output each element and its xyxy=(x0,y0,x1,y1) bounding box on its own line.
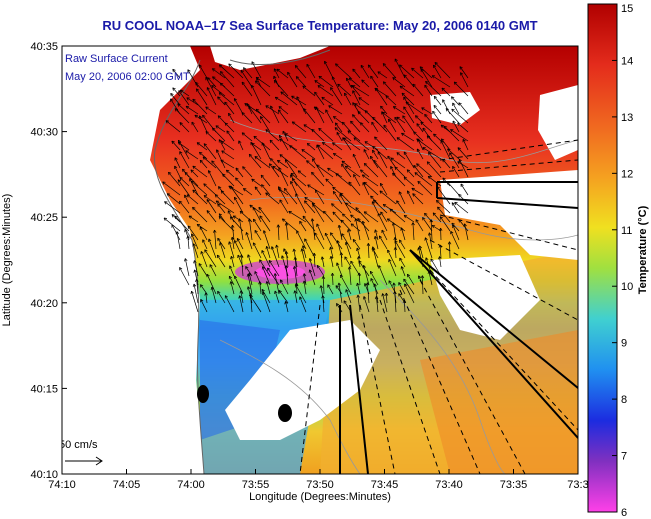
scale-arrowhead xyxy=(95,456,103,466)
overlay-line-2: May 20, 2006 02:00 GMT xyxy=(65,71,190,83)
y-tick-label: 40:20 xyxy=(30,298,58,310)
x-tick-label: 73:35 xyxy=(500,479,528,491)
colorbar-tick-label: 6 xyxy=(621,507,627,519)
bathymetry-contour xyxy=(249,196,578,241)
x-axis: 74:10 74:05 74:00 73:55 73:50 73:45 73:40 73:35… xyxy=(48,469,589,491)
long-island-shore xyxy=(210,46,330,70)
colorbar xyxy=(587,3,618,513)
sst-warm-band-south xyxy=(420,330,578,474)
cloud-patch xyxy=(225,320,380,440)
radar-site-marker xyxy=(197,385,209,403)
colorbar-ticks: 15 14 13 12 11 10 9 8 7 6 xyxy=(612,3,633,519)
y-axis-label: Latitude (Degrees:Minutes) xyxy=(1,194,13,327)
colorbar-tick-label: 10 xyxy=(621,281,633,293)
coastline xyxy=(153,59,205,474)
overlay-line-1: Raw Surface Current xyxy=(65,53,168,65)
plot-area: 50 cm/s Raw Surface Current May 20, 2006… xyxy=(59,46,578,474)
land-mass xyxy=(62,46,204,474)
y-tick-label: 40:35 xyxy=(30,41,58,53)
colorbar-tick-label: 7 xyxy=(621,451,627,463)
y-axis: 40:35 40:30 40:25 40:20 40:15 40:10 xyxy=(30,41,67,481)
colorbar-tick-label: 11 xyxy=(621,225,632,237)
cloud-patch xyxy=(430,255,540,340)
y-tick-label: 40:15 xyxy=(30,383,58,395)
radar-coverage-lines xyxy=(299,139,578,474)
cloud-patch xyxy=(440,170,578,230)
scale-label: 50 cm/s xyxy=(59,439,98,451)
colorbar-tick-label: 9 xyxy=(621,338,627,350)
radar-site-marker xyxy=(278,404,292,422)
current-vector-field xyxy=(162,58,469,313)
y-tick-label: 40:10 xyxy=(30,469,58,481)
colorbar-tick-label: 12 xyxy=(621,168,633,180)
map-title: RU COOL NOAA–17 Sea Surface Temperature:… xyxy=(102,18,538,33)
bathymetry-contour xyxy=(219,339,361,474)
x-axis-label: Longitude (Degrees:Minutes) xyxy=(249,491,391,503)
colorbar-label: Temperature (°C) xyxy=(637,205,649,294)
x-tick-label: 73:50 xyxy=(306,479,334,491)
x-tick-label: 73:45 xyxy=(371,479,399,491)
x-tick-label: 74:05 xyxy=(113,479,141,491)
x-tick-label: 73:3 xyxy=(567,479,588,491)
colorbar-tick-label: 14 xyxy=(621,55,633,67)
x-tick-label: 74:10 xyxy=(48,479,76,491)
colorbar-tick-label: 13 xyxy=(621,112,633,124)
y-tick-label: 40:30 xyxy=(30,127,58,139)
x-tick-label: 73:55 xyxy=(242,479,270,491)
x-tick-label: 74:00 xyxy=(177,479,205,491)
x-tick-label: 73:40 xyxy=(435,479,463,491)
coastline xyxy=(229,49,331,65)
colorbar-tick-label: 8 xyxy=(621,394,627,406)
colorbar-tick-label: 15 xyxy=(621,3,633,15)
y-tick-label: 40:25 xyxy=(30,212,58,224)
cloud-patch xyxy=(500,225,578,260)
